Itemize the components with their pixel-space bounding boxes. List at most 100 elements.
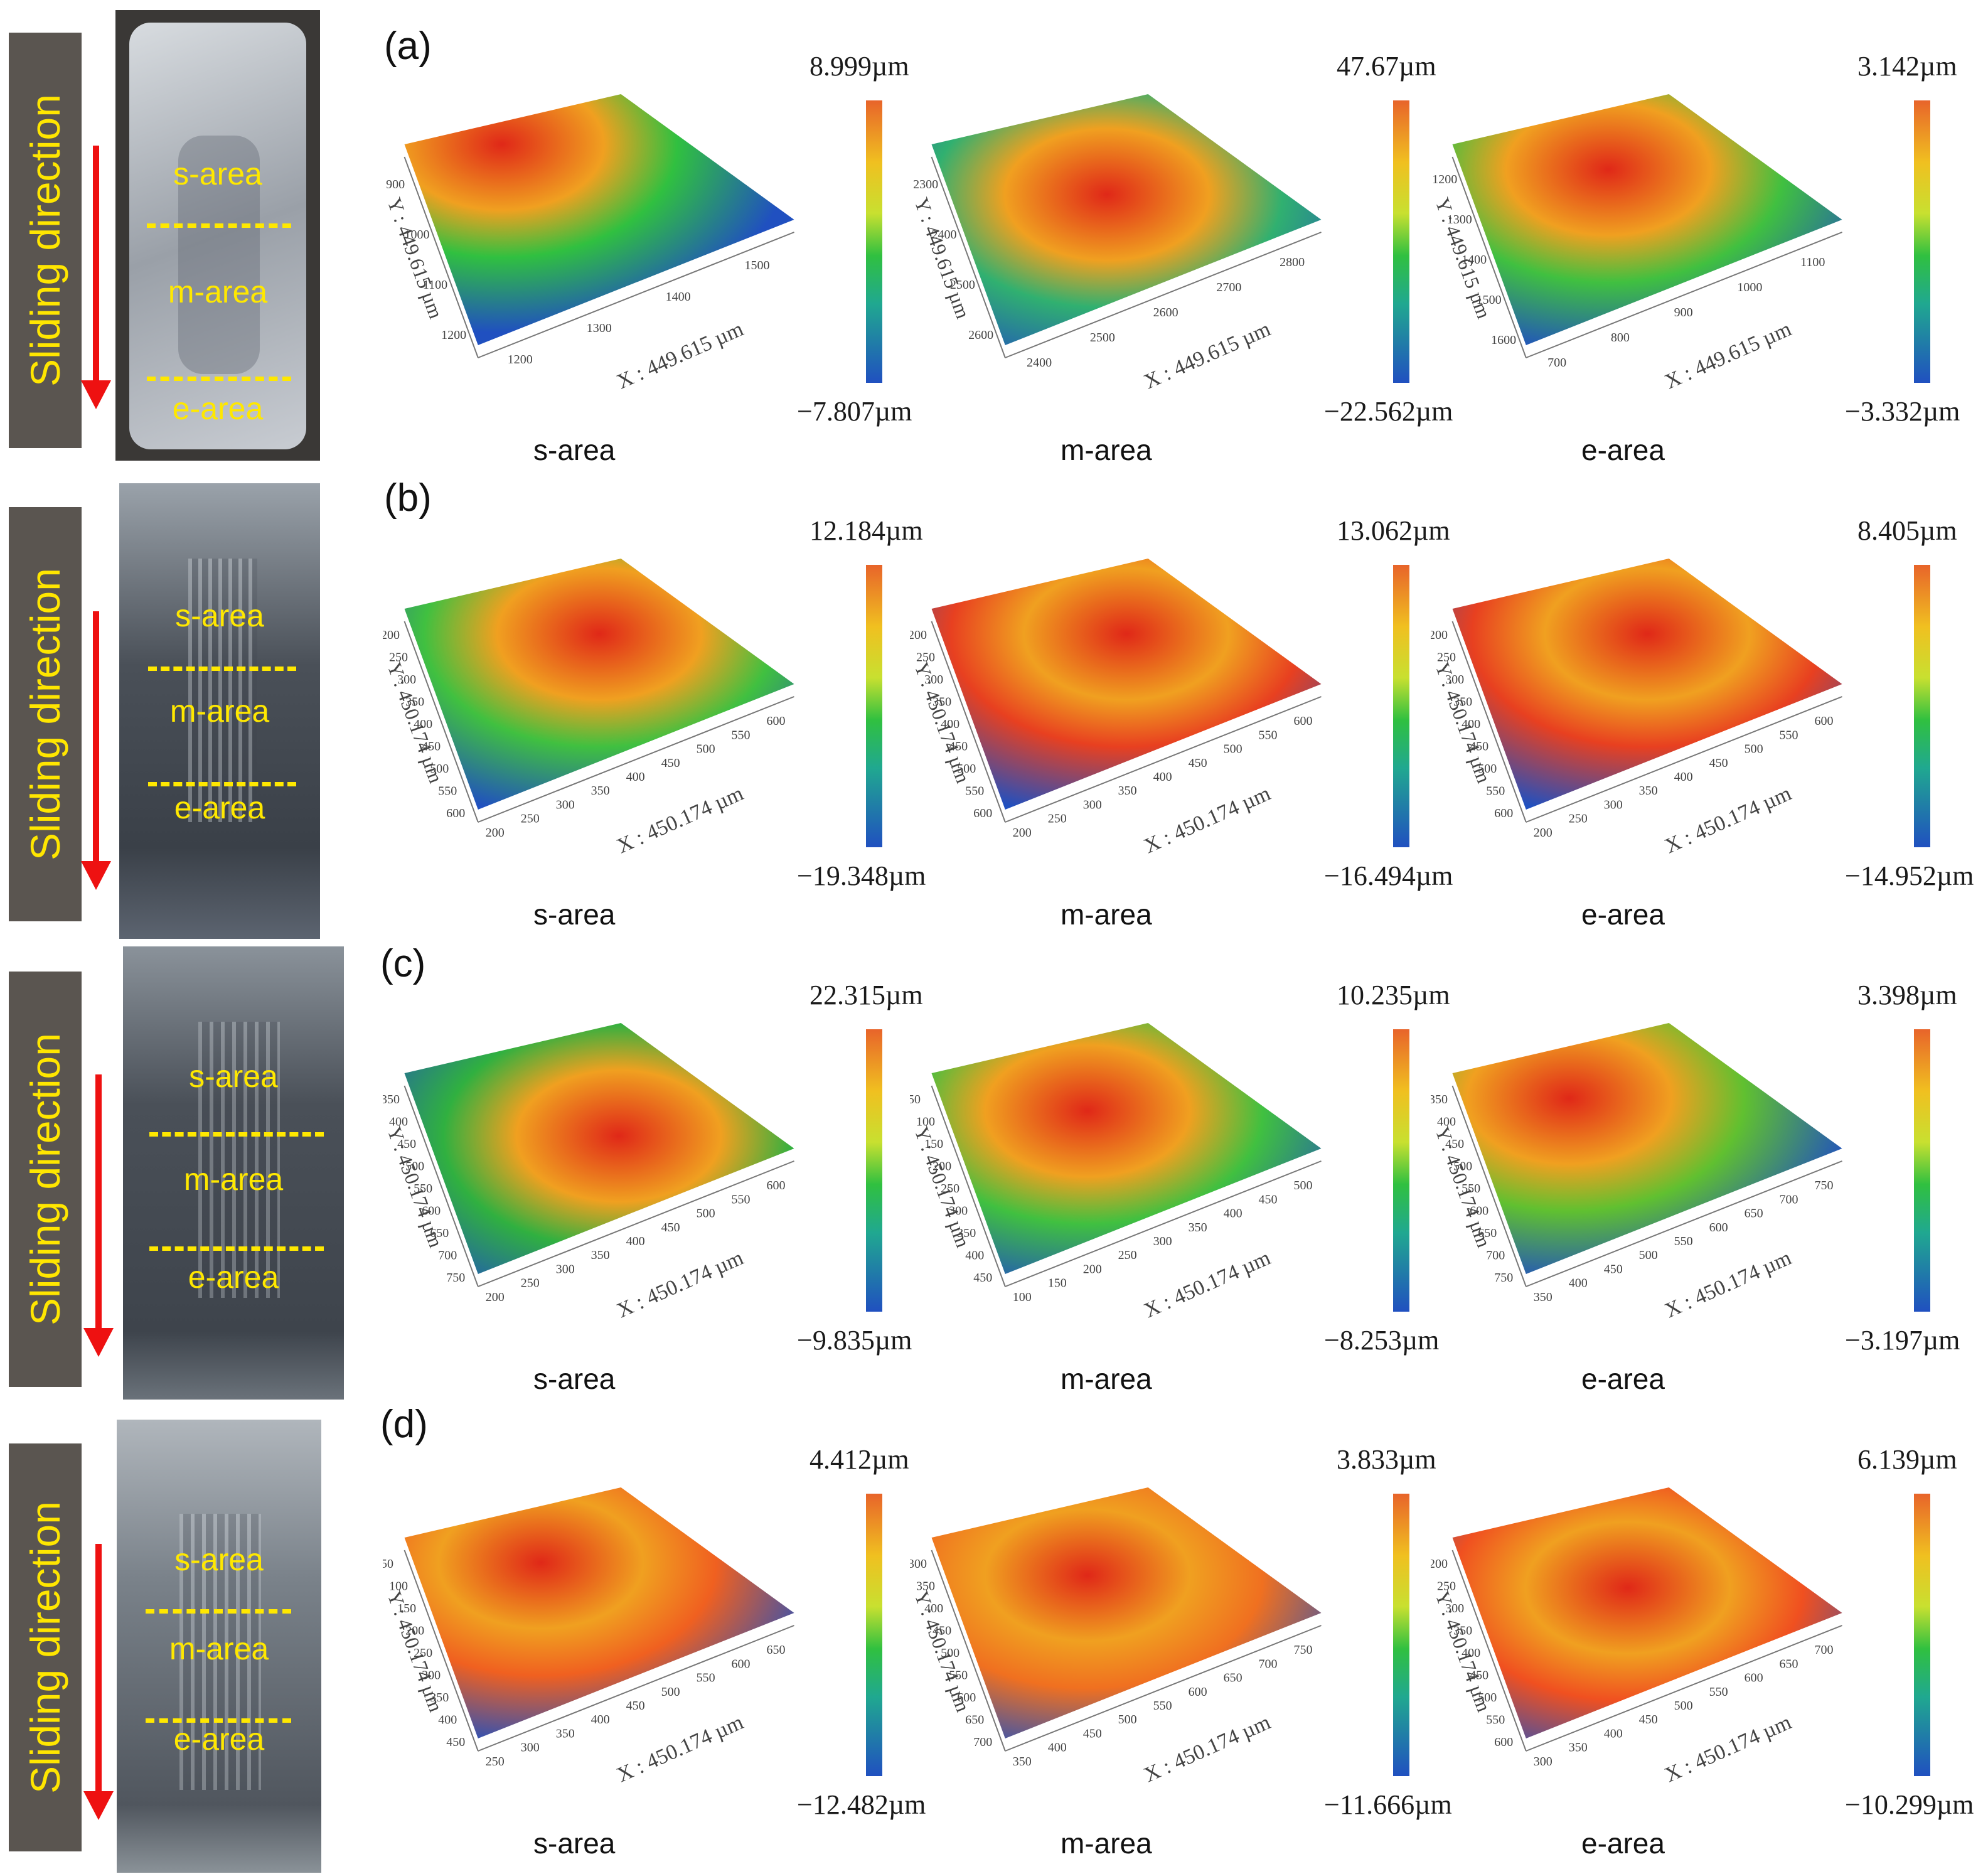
photo-label-e: e-area: [188, 1260, 279, 1295]
x-tick-label: 300: [556, 1262, 575, 1276]
x-tick-label: 300: [556, 798, 575, 811]
side-label: Sliding direction: [22, 1033, 68, 1325]
axis-line: [403, 1550, 479, 1752]
y-tick-label: 300: [1445, 1602, 1464, 1615]
x-tick-label: 600: [732, 1657, 751, 1671]
y-tick-label: 500: [430, 762, 449, 776]
dash-divider: [149, 1246, 324, 1251]
x-tick-label: 700: [1815, 1643, 1834, 1657]
x-tick-label: 2500: [1090, 331, 1115, 345]
arrow-shaft: [93, 611, 99, 865]
y-tick-label: 600: [957, 1691, 976, 1705]
x-tick-label: 550: [1674, 1234, 1693, 1248]
x-tick-label: 700: [1259, 1657, 1278, 1671]
x-tick-label: 350: [1118, 784, 1137, 798]
colorbar-min-label: −16.494µm: [1324, 860, 1453, 891]
axis-line: [1526, 1625, 1842, 1752]
y-tick-label: 400: [1462, 1646, 1480, 1660]
axis-line: [478, 1625, 794, 1752]
y-tick-label: 350: [405, 695, 424, 709]
x-tick-label: 900: [1674, 306, 1693, 319]
arrow-shaft: [93, 146, 99, 384]
x-tick-label: 600: [1189, 1685, 1207, 1699]
y-tick-label: 200: [405, 1624, 424, 1637]
colorbar-max-label: 4.412µm: [810, 1444, 909, 1475]
x-tick-label: 600: [767, 1179, 786, 1192]
axis-line: [1005, 1625, 1322, 1752]
x-tick-label: 2600: [1153, 306, 1178, 319]
colorbar: [1914, 100, 1930, 383]
y-tick-label: 350: [430, 1691, 449, 1705]
x-tick-label: 500: [1745, 742, 1763, 756]
x-tick-label: 250: [486, 1755, 505, 1769]
axis-line: [478, 696, 794, 823]
y-tick-label: 1000: [404, 228, 429, 242]
colorbar-min-label: −22.562µm: [1324, 396, 1453, 427]
colorbar: [866, 1029, 882, 1312]
x-tick-label: 1400: [666, 290, 691, 304]
x-tick-label: 350: [1534, 1290, 1552, 1304]
x-tick-label: 600: [1745, 1671, 1763, 1685]
x-tick-label: 600: [1815, 714, 1834, 728]
y-tick-label: 250: [1437, 650, 1456, 664]
x-tick-label: 250: [1118, 1248, 1137, 1262]
y-tick-label: 350: [957, 1226, 976, 1240]
x-tick-label: 700: [1780, 1192, 1798, 1206]
colorbar-max-label: 8.999µm: [810, 51, 909, 82]
arrow-head-icon: [81, 380, 111, 409]
x-tick-label: 350: [1189, 1221, 1207, 1234]
x-tick-label: 250: [1048, 812, 1067, 826]
y-tick-label: 300: [422, 1669, 441, 1683]
y-tick-label: 400: [389, 1115, 408, 1128]
colorbar: [866, 100, 882, 383]
row-a: Sliding direction s-area m-area e-area (…: [0, 0, 1988, 464]
surface-plot: 200 250 300 350 400 450 500 550 600 200 250 300 350 4…: [383, 559, 794, 858]
x-tick-label: 700: [1547, 356, 1566, 370]
y-tick-label: 2500: [950, 278, 975, 292]
y-tick-label: 300: [1445, 673, 1464, 687]
y-tick-label: 1300: [1447, 213, 1472, 227]
x-tick-label: 500: [1118, 1713, 1137, 1727]
y-tick-label: 650: [1478, 1226, 1497, 1240]
area-label: e-area: [1581, 1827, 1665, 1860]
colorbar-max-label: 13.062µm: [1337, 515, 1450, 546]
row-c: Sliding direction s-area m-area e-area (…: [0, 929, 1988, 1400]
y-tick-label: 450: [422, 740, 441, 754]
x-tick-label: 250: [521, 1277, 540, 1290]
y-tick-label: 1500: [1477, 293, 1502, 307]
side-label: Sliding direction: [22, 94, 68, 387]
area-label: m-area: [1061, 898, 1152, 931]
y-tick-label: 600: [422, 1204, 441, 1218]
y-tick-label: 400: [965, 1249, 984, 1263]
photo-label-s: s-area: [189, 1059, 278, 1094]
x-tick-label: 300: [1083, 798, 1102, 811]
side-band: Sliding direction: [9, 1443, 82, 1851]
y-tick-label: 500: [1478, 1691, 1497, 1705]
y-tick-label: 400: [1462, 717, 1480, 731]
y-tick-label: 200: [383, 628, 400, 642]
x-tick-label: 2800: [1280, 255, 1305, 269]
colorbar-max-label: 3.142µm: [1857, 51, 1957, 82]
surface-topography: [1452, 559, 1842, 810]
axis-line: [1526, 1160, 1842, 1287]
colorbar-min-label: −9.835µm: [797, 1325, 912, 1356]
x-tick-label: 200: [486, 826, 505, 840]
y-tick-label: 600: [973, 806, 992, 820]
surface-plot: 200 250 300 350 400 450 500 550 600 200 250 300 350 4…: [1431, 559, 1842, 858]
photo-label-s: s-area: [175, 598, 264, 633]
colorbar-min-label: −3.197µm: [1845, 1325, 1960, 1356]
axis-line: [931, 1085, 1006, 1287]
y-tick-label: 350: [916, 1579, 935, 1593]
side-band: Sliding direction: [9, 972, 82, 1387]
colorbar: [1914, 565, 1930, 847]
x-tick-label: 550: [732, 1192, 751, 1206]
x-tick-label: 450: [1639, 1713, 1658, 1727]
colorbar-min-label: −12.482µm: [797, 1789, 926, 1820]
axis-line: [1451, 1085, 1527, 1287]
photo-label-m: m-area: [169, 693, 270, 729]
colorbar-max-label: 6.139µm: [1857, 1444, 1957, 1475]
x-tick-label: 100: [1013, 1290, 1032, 1304]
y-tick-label: 350: [1453, 1624, 1472, 1637]
x-tick-label: 450: [1189, 756, 1207, 770]
y-tick-label: 250: [916, 650, 935, 664]
